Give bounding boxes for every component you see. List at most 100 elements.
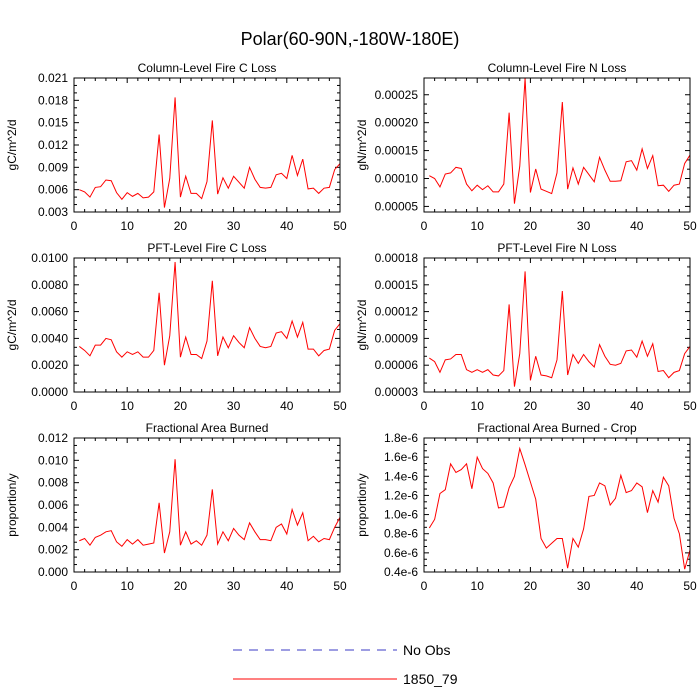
y-tick-label: 0.015 [38, 116, 68, 130]
x-tick-label: 10 [121, 219, 135, 233]
y-tick-label: 0.006 [38, 498, 68, 512]
x-tick-label: 40 [280, 219, 294, 233]
x-tick-label: 20 [524, 219, 538, 233]
y-tick-label: 0.0020 [31, 358, 68, 372]
x-tick-label: 50 [333, 219, 347, 233]
y-tick-label: 0.4e-6 [384, 565, 418, 579]
y-tick-label: 0.8e-6 [384, 527, 418, 541]
series-line [79, 261, 341, 366]
y-tick-label: 0.00006 [375, 358, 419, 372]
y-tick-label: 0.000 [38, 565, 68, 579]
y-tick-label: 0.010 [38, 453, 68, 467]
y-tick-label: 0.0060 [31, 305, 68, 319]
y-tick-label: 1.2e-6 [384, 488, 418, 502]
chart-title: PFT-Level Fire N Loss [497, 241, 616, 255]
plot-frame [423, 257, 691, 393]
x-tick-label: 30 [227, 219, 241, 233]
chart-panel: PFT-Level Fire C Loss gC/m^2/d 0 10 20 30 40 50… [5, 241, 347, 413]
x-tick-label: 10 [121, 399, 135, 413]
x-tick-label: 20 [174, 219, 188, 233]
legend-label-no-obs: No Obs [403, 642, 450, 658]
chart-title: PFT-Level Fire C Loss [147, 241, 266, 255]
chart-panel: Column-Level Fire N Loss gN/m^2/d 0 10 20 30 4… [355, 61, 697, 233]
y-tick-label: 0.0000 [31, 385, 68, 399]
y-tick-label: 0.004 [38, 520, 68, 534]
x-tick-label: 40 [630, 219, 644, 233]
y-tick-label: 0.009 [38, 160, 68, 174]
plot-frame [73, 77, 341, 213]
y-tick-label: 0.0100 [31, 251, 68, 265]
y-axis-label: gN/m^2/d [355, 120, 369, 171]
plot-frame [73, 257, 341, 393]
x-tick-label: 20 [524, 579, 538, 593]
y-tick-label: 0.0080 [31, 278, 68, 292]
y-tick-label: 1.6e-6 [384, 450, 418, 464]
x-tick-label: 20 [174, 399, 188, 413]
y-tick-label: 0.021 [38, 71, 68, 85]
legend: No Obs 1850_79 [233, 642, 458, 687]
x-tick-label: 50 [683, 399, 697, 413]
y-tick-label: 0.00015 [375, 278, 419, 292]
y-tick-label: 0.00005 [375, 199, 419, 213]
y-tick-label: 0.00010 [375, 172, 419, 186]
plot-frame [423, 77, 691, 213]
x-tick-label: 10 [121, 579, 135, 593]
chart-panel: Fractional Area Burned - Crop proportion/… [355, 421, 697, 593]
x-tick-label: 0 [421, 579, 428, 593]
series-line [79, 459, 341, 554]
y-axis-label: gC/m^2/d [5, 300, 19, 351]
chart-title: Fractional Area Burned - Crop [477, 421, 637, 435]
y-axis-label: proportion/y [355, 473, 369, 536]
series-line [429, 77, 691, 204]
chart-panel: PFT-Level Fire N Loss gN/m^2/d 0 10 20 30 40 50… [355, 241, 697, 413]
x-tick-label: 0 [71, 219, 78, 233]
panels: Column-Level Fire C Loss gC/m^2/d 0 10 20 30 4… [5, 61, 697, 593]
x-tick-label: 30 [227, 399, 241, 413]
chart-title: Column-Level Fire N Loss [488, 61, 627, 75]
x-tick-label: 0 [421, 219, 428, 233]
chart-panel: Fractional Area Burned proportion/y 0 10 20 3… [5, 421, 347, 593]
y-axis-label: proportion/y [5, 473, 19, 536]
y-tick-label: 0.018 [38, 93, 68, 107]
y-tick-label: 0.003 [38, 205, 68, 219]
y-tick-label: 0.00025 [375, 88, 419, 102]
y-tick-label: 0.006 [38, 183, 68, 197]
x-tick-label: 50 [333, 399, 347, 413]
x-tick-label: 10 [471, 579, 485, 593]
y-tick-label: 1.8e-6 [384, 431, 418, 445]
x-tick-label: 10 [471, 219, 485, 233]
x-tick-label: 30 [227, 579, 241, 593]
chart-title: Column-Level Fire C Loss [138, 61, 277, 75]
x-tick-label: 20 [174, 579, 188, 593]
series-line [429, 271, 691, 387]
y-tick-label: 0.012 [38, 138, 68, 152]
x-tick-label: 50 [683, 219, 697, 233]
chart-panel: Column-Level Fire C Loss gC/m^2/d 0 10 20 30 4… [5, 61, 347, 233]
x-tick-label: 10 [471, 399, 485, 413]
series-line [428, 446, 691, 570]
y-tick-label: 0.00003 [375, 385, 419, 399]
y-tick-label: 0.008 [38, 476, 68, 490]
x-tick-label: 0 [421, 399, 428, 413]
x-tick-label: 30 [577, 399, 591, 413]
figure-title: Polar(60-90N,-180W-180E) [241, 29, 460, 49]
y-tick-label: 0.6e-6 [384, 546, 418, 560]
x-tick-label: 30 [577, 579, 591, 593]
y-tick-label: 0.00015 [375, 144, 419, 158]
x-tick-label: 40 [630, 579, 644, 593]
series-line [79, 97, 341, 208]
y-axis-label: gC/m^2/d [5, 120, 19, 171]
x-tick-label: 20 [524, 399, 538, 413]
y-tick-label: 0.002 [38, 543, 68, 557]
x-tick-label: 0 [71, 579, 78, 593]
plot-frame [423, 437, 691, 573]
y-tick-label: 0.012 [38, 431, 68, 445]
y-tick-label: 0.00018 [375, 251, 419, 265]
y-tick-label: 1.4e-6 [384, 469, 418, 483]
y-tick-label: 1.0e-6 [384, 508, 418, 522]
y-axis-label: gN/m^2/d [355, 300, 369, 351]
legend-label-1850-79: 1850_79 [403, 671, 458, 687]
y-tick-label: 0.00020 [375, 116, 419, 130]
plot-frame [73, 437, 341, 573]
